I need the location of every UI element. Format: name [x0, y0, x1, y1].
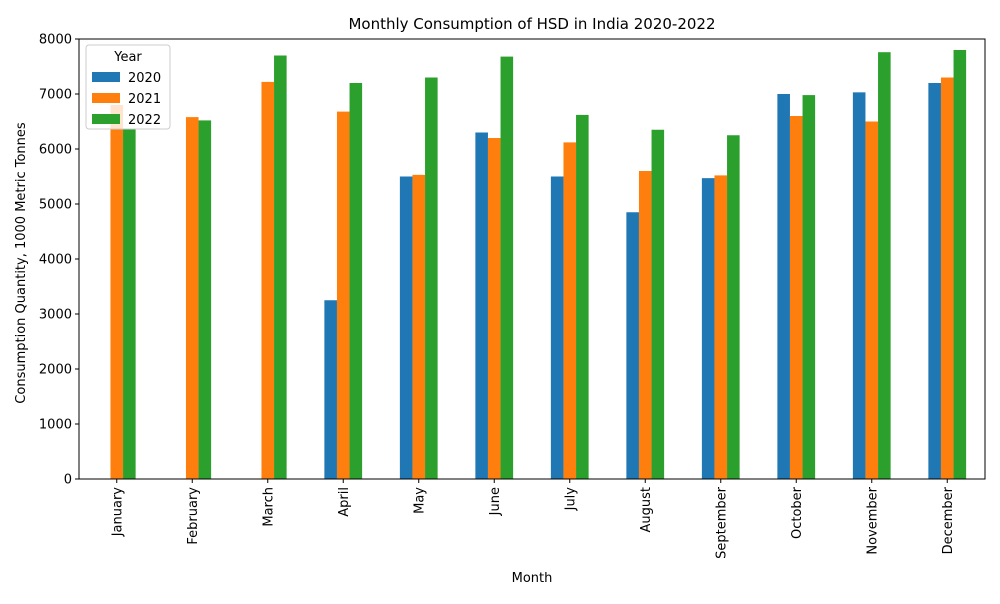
bar-2022-august: [651, 129, 665, 479]
bar-2021-march: [261, 81, 275, 480]
legend-label-2021: 2021: [128, 92, 161, 107]
x-tick-label: August: [639, 487, 654, 533]
bar-2022-march: [274, 55, 287, 479]
legend-label-2022: 2022: [128, 113, 161, 128]
bar-2021-december: [940, 77, 954, 479]
bar-2022-july: [576, 114, 589, 480]
x-tick-label: June: [488, 487, 503, 516]
y-tick-label: 4000: [39, 253, 72, 268]
x-tick-label: May: [412, 487, 427, 514]
bar-2021-september: [714, 175, 728, 479]
bar-2022-october: [802, 95, 816, 479]
y-axis: 0 1000 2000 3000 4000 5000 6000 7000 8000: [39, 33, 79, 488]
legend-swatch-2022: [92, 114, 120, 124]
bar-2021-february: [185, 117, 199, 479]
bar-2020-september: [701, 178, 715, 479]
bar-2022-november: [878, 52, 891, 479]
y-tick-label: 1000: [39, 418, 72, 433]
bar-2022-september: [727, 135, 740, 479]
legend-title: Year: [113, 50, 142, 65]
bar-2021-april: [336, 111, 350, 479]
legend: Year 2020 2021 2022: [85, 44, 171, 130]
bar-2020-july: [550, 176, 564, 479]
x-tick-label: September: [714, 486, 729, 559]
bar-2020-june: [475, 132, 488, 479]
bar-2022-january: [123, 128, 136, 479]
legend-swatch-2020: [92, 72, 120, 82]
x-tick-label: October: [790, 486, 805, 539]
legend-swatch-2021: [92, 93, 120, 103]
bar-2021-november: [865, 121, 879, 479]
bar-2021-may: [412, 174, 426, 479]
bar-2020-november: [852, 92, 866, 479]
bar-2020-may: [399, 176, 413, 479]
y-tick-label: 0: [64, 473, 72, 488]
y-tick-label: 6000: [39, 143, 72, 158]
bar-2021-august: [638, 171, 652, 479]
bar-2022-april: [349, 83, 363, 479]
bar-2022-february: [198, 120, 212, 480]
x-tick-label: April: [337, 487, 352, 517]
bar-2021-october: [789, 116, 803, 479]
y-axis-label: Consumption Quantity, 1000 Metric Tonnes: [14, 122, 29, 404]
bar-2020-october: [777, 94, 790, 479]
legend-box: [85, 44, 171, 130]
x-tick-label: February: [186, 487, 201, 545]
bars-layer: [110, 50, 967, 480]
x-tick-label: July: [563, 487, 578, 512]
bar-2020-august: [626, 212, 639, 479]
bar-2021-january: [110, 105, 124, 479]
bar-2022-december: [953, 50, 967, 479]
bar-2021-june: [487, 138, 501, 479]
bar-2021-july: [563, 142, 577, 479]
bar-2022-june: [500, 56, 514, 479]
x-tick-label: January: [110, 487, 125, 538]
bar-2022-may: [425, 77, 438, 479]
x-tick-label: November: [865, 486, 880, 554]
y-tick-label: 3000: [39, 308, 72, 323]
bar-2020-december: [928, 83, 941, 479]
y-tick-label: 8000: [39, 33, 72, 48]
legend-label-2020: 2020: [128, 71, 161, 86]
x-axis: January February March April May June July Augu…: [110, 479, 956, 559]
y-tick-label: 7000: [39, 88, 72, 103]
x-tick-label: March: [261, 487, 276, 527]
y-tick-label: 5000: [39, 198, 72, 213]
x-tick-label: December: [941, 486, 956, 554]
chart-title: Monthly Consumption of HSD in India 2020…: [348, 15, 715, 33]
x-axis-label: Month: [512, 571, 553, 586]
bar-2020-april: [324, 300, 337, 479]
plot-frame: [78, 38, 986, 480]
y-tick-label: 2000: [39, 363, 72, 378]
